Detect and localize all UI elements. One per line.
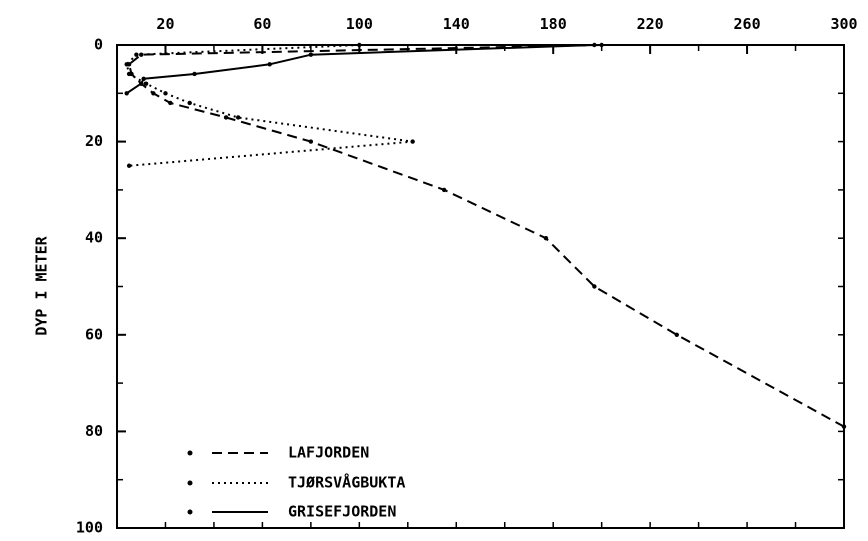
legend-label: LAFJORDEN [288, 444, 369, 462]
series-line-1 [125, 44, 414, 167]
legend: LAFJORDEN TJØRSVÅGBUKTA GRISEFJORDEN [187, 444, 405, 521]
data-point [674, 332, 679, 337]
y-tick-label: 0 [94, 36, 103, 54]
x-tick-label: 300 [830, 15, 857, 33]
y-tick-label: 60 [85, 325, 103, 343]
series-layer [124, 42, 847, 429]
data-point [235, 115, 241, 120]
data-point [592, 284, 597, 289]
x-tick-label: 60 [253, 15, 271, 33]
y-tick-label: 20 [85, 132, 103, 150]
y-tick-label: 80 [85, 422, 103, 440]
x-tick-label: 180 [540, 15, 567, 33]
y-tick-label: 40 [85, 229, 103, 247]
legend-marker [187, 480, 193, 486]
y-axis-label: DYP I METER [33, 235, 51, 335]
data-point [124, 62, 129, 67]
data-point [168, 100, 173, 106]
data-point [441, 187, 447, 193]
data-point [543, 236, 549, 241]
x-tick-label: 140 [443, 15, 470, 33]
legend-label: TJØRSVÅGBUKTA [288, 473, 405, 492]
data-point [192, 71, 197, 77]
data-point [141, 76, 146, 82]
x-tick-label: 260 [734, 15, 761, 33]
data-point [126, 163, 132, 168]
data-point [267, 62, 272, 67]
y-tick-label: 100 [76, 519, 103, 537]
data-point [357, 42, 362, 48]
series-line-0 [128, 44, 845, 428]
x-tick-label: 220 [637, 15, 664, 33]
data-point [841, 424, 847, 429]
data-point [143, 81, 149, 86]
data-point [124, 91, 129, 96]
data-point [126, 71, 132, 77]
data-point [410, 139, 415, 144]
data-point [308, 52, 314, 57]
legend-marker [187, 509, 193, 515]
data-point [151, 91, 156, 96]
data-point [163, 91, 168, 96]
axis-ticks [116, 44, 845, 529]
data-point [592, 42, 597, 48]
legend-label: GRISEFJORDEN [288, 503, 396, 521]
data-point [599, 42, 604, 48]
data-point [308, 139, 314, 144]
x-tick-label: 100 [346, 15, 373, 33]
data-point [187, 100, 192, 106]
data-point [134, 52, 139, 57]
legend-marker [187, 450, 193, 456]
tick-labels: 20 60 100 140 180 220 260 300 0 20 40 60 80 100 [76, 15, 858, 537]
data-point [139, 81, 144, 86]
data-point [223, 115, 229, 120]
x-tick-label: 20 [156, 15, 174, 33]
